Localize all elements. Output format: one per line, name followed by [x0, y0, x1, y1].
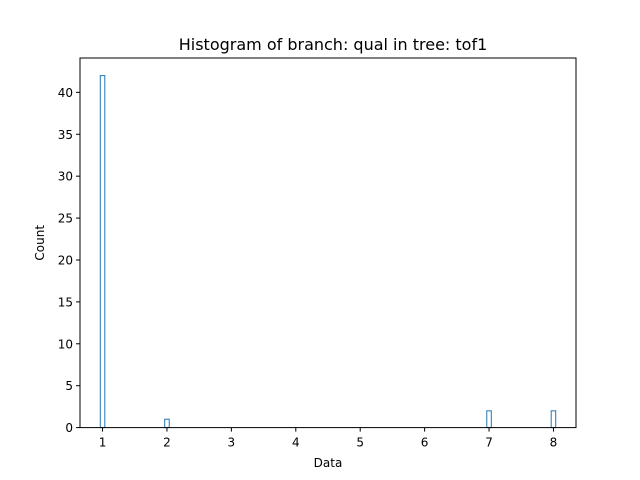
- chart-title: Histogram of branch: qual in tree: tof1: [179, 35, 488, 54]
- y-tick-label: 35: [58, 128, 73, 142]
- y-tick-label: 5: [65, 379, 73, 393]
- y-tick-label: 30: [58, 170, 73, 184]
- histogram-bar-7: [486, 410, 492, 429]
- x-tick-label: 1: [99, 436, 107, 450]
- x-tick-label: 7: [485, 436, 493, 450]
- x-axis-label: Data: [314, 456, 343, 470]
- x-tick-label: 4: [292, 436, 300, 450]
- x-tick-label: 6: [421, 436, 429, 450]
- x-tick-label: 2: [163, 436, 171, 450]
- x-tick-label: 5: [356, 436, 364, 450]
- y-tick-label: 25: [58, 212, 73, 226]
- y-tick-label: 20: [58, 253, 73, 267]
- y-tick-label: 40: [58, 86, 73, 100]
- plot-frame: [79, 57, 577, 429]
- y-tick-label: 0: [65, 421, 73, 435]
- y-axis-ticks: 0 5 10 15 20 25 30 35 40: [58, 86, 80, 435]
- x-tick-label: 3: [228, 436, 236, 450]
- y-tick-label: 15: [58, 295, 73, 309]
- x-tick-label: 8: [550, 436, 558, 450]
- bars-group: [99, 75, 557, 429]
- histogram-bar-2: [164, 418, 170, 429]
- histogram-bar-1: [99, 75, 106, 429]
- x-axis-ticks: 1 2 3 4 5 6 7 8: [99, 427, 558, 450]
- y-tick-label: 10: [58, 337, 73, 351]
- histogram-bar-8: [550, 410, 557, 429]
- y-axis-label: Count: [33, 225, 47, 261]
